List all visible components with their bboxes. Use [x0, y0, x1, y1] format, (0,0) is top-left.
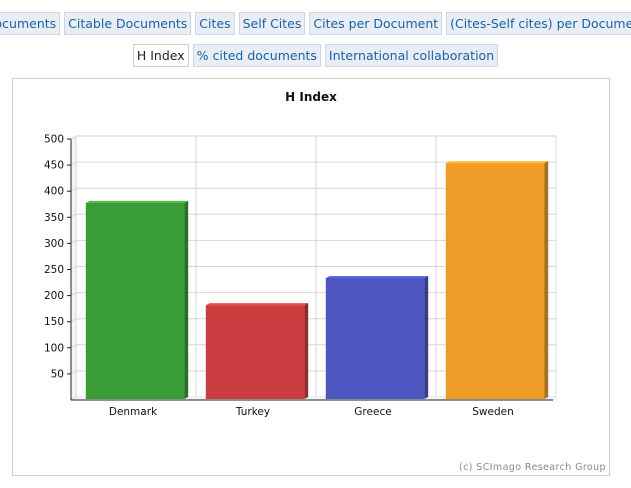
tab-self-cites[interactable]: Self Cites	[238, 12, 306, 35]
gridline-y-side	[70, 370, 77, 375]
y-tick-label: 50	[51, 368, 64, 380]
chart-title: H Index	[285, 90, 337, 104]
x-category-label: Greece	[354, 406, 391, 418]
tab-cites-minus-self-cites-per-document[interactable]: (Cites-Self cites) per Document	[446, 12, 631, 35]
tab-h-index[interactable]: H Index	[132, 44, 189, 67]
gridline-y-side	[70, 161, 77, 166]
y-tick-label: 100	[44, 342, 64, 354]
y-tick-label: 350	[44, 212, 64, 224]
bar-top	[85, 200, 189, 203]
axis-labels: 50 100 150 200 250 300 350 400 450 500 Denmark Turk…	[44, 134, 514, 419]
bar-face	[205, 305, 305, 399]
y-tick-label: 500	[44, 134, 64, 146]
plot-floor	[71, 397, 556, 400]
gridline-y-side	[70, 266, 77, 270]
metric-tabs-row-2: H Index % cited documents International …	[0, 44, 631, 67]
y-tick-label: 450	[44, 160, 64, 172]
gridline-y-side	[70, 318, 77, 323]
x-category-label: Denmark	[109, 406, 158, 418]
tab-citable-documents[interactable]: Citable Documents	[64, 12, 192, 35]
tab-percent-cited-documents[interactable]: % cited documents	[192, 44, 321, 67]
gridline-y-side	[70, 344, 77, 349]
x-category-label: Turkey	[235, 406, 270, 418]
x-category-label: Sweden	[472, 406, 514, 418]
tab-documents[interactable]: Documents	[0, 12, 61, 35]
bar-side	[424, 275, 429, 399]
y-tick-label: 200	[44, 290, 64, 302]
bar-top	[445, 161, 549, 164]
gridline-y-side	[70, 239, 77, 244]
y-tick-label: 250	[44, 264, 64, 276]
y-tick-label: 400	[44, 186, 64, 198]
gridline-y-side	[70, 135, 77, 140]
bar-top	[205, 303, 309, 306]
metric-tabs-row-1: Documents Citable Documents Cites Self C…	[0, 12, 631, 35]
y-tick-label: 150	[44, 316, 64, 328]
bar-side	[304, 303, 309, 399]
gridline-y-side	[70, 292, 77, 297]
bar	[205, 303, 309, 399]
credit-text: (c) SCImago Research Group	[459, 462, 606, 473]
gridline-y-side	[70, 213, 77, 218]
bar	[325, 275, 429, 399]
y-tick-label: 300	[44, 238, 64, 250]
bar-side	[184, 200, 189, 399]
gridline-y-side	[70, 187, 77, 192]
tab-cites[interactable]: Cites	[195, 12, 235, 35]
bar	[445, 161, 549, 399]
h-index-bar-chart: H Index 50 100 150 200 250 300 350 400 450 500 Den…	[44, 90, 606, 473]
bars	[85, 161, 549, 399]
bar-top	[325, 275, 429, 278]
bar	[85, 200, 189, 399]
tab-cites-per-document[interactable]: Cites per Document	[309, 12, 443, 35]
bar-side	[544, 161, 549, 399]
bar-face	[85, 202, 185, 399]
axes	[67, 138, 553, 401]
bar-face	[445, 163, 545, 399]
tab-international-collaboration[interactable]: International collaboration	[324, 44, 499, 67]
bar-face	[325, 277, 425, 399]
chart-panel: H Index 50 100 150 200 250 300 350 400 450 500 Den…	[12, 78, 610, 476]
